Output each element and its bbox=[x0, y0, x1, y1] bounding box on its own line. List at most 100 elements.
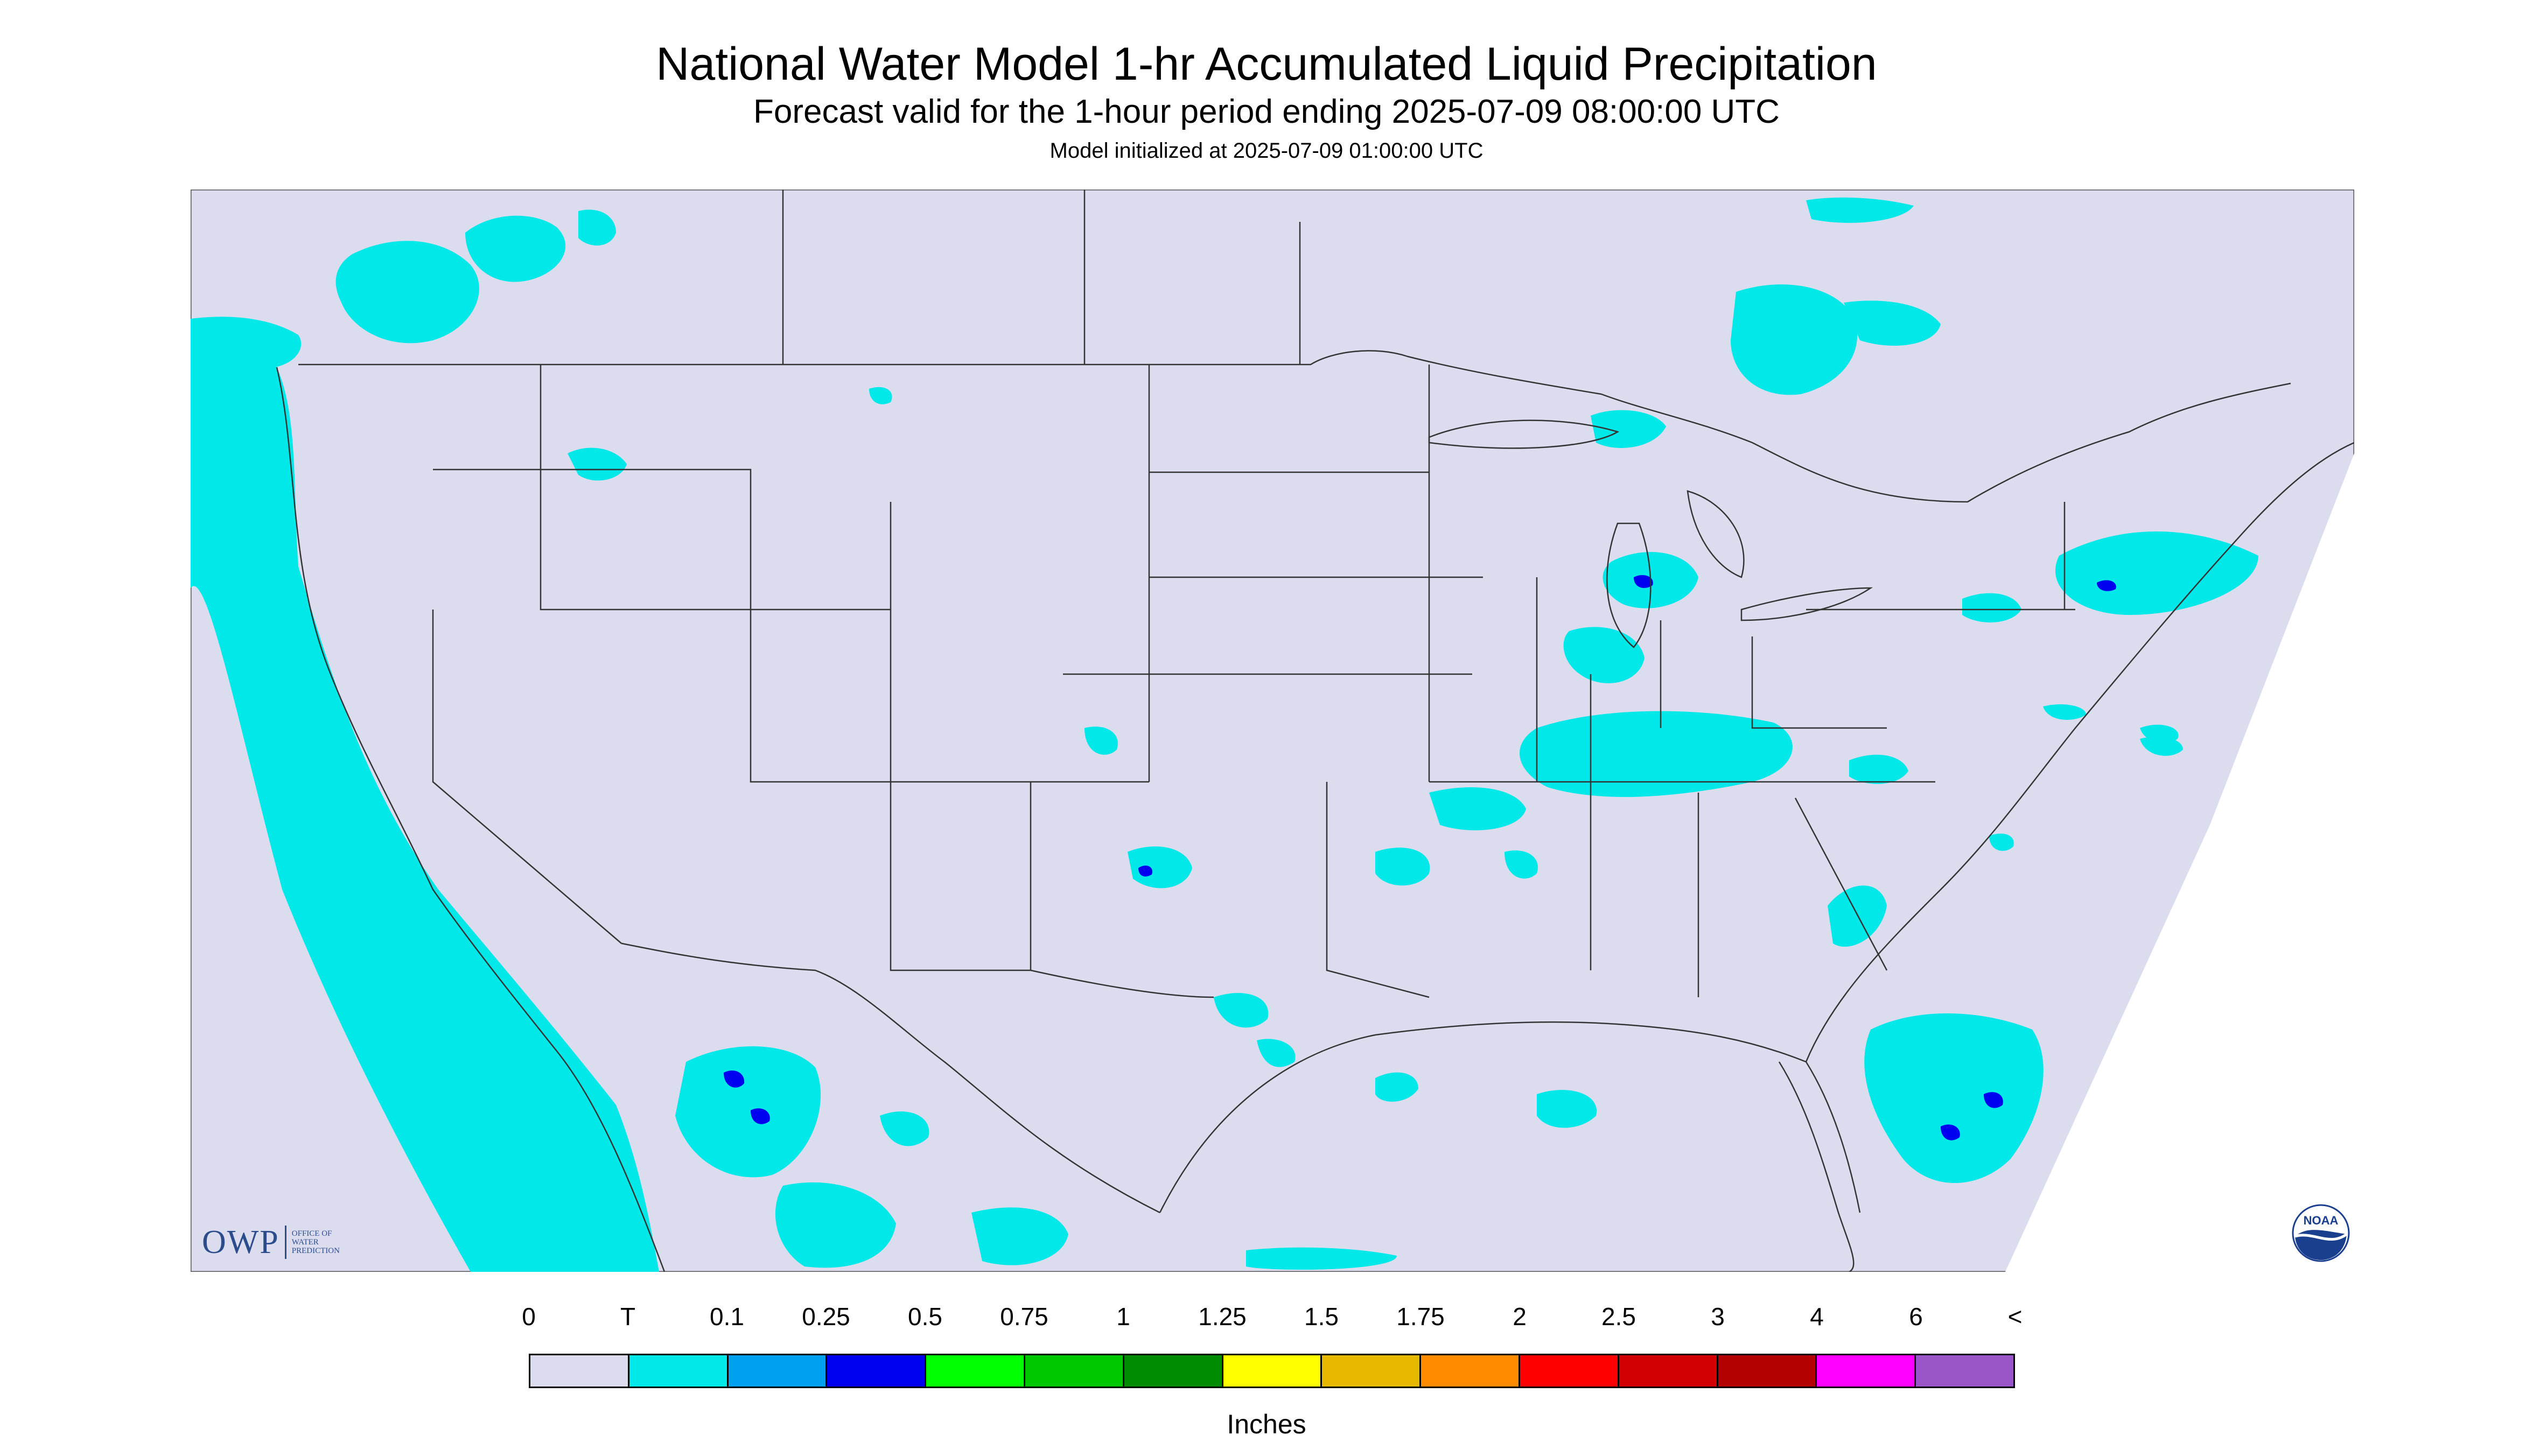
precip-area bbox=[775, 1182, 896, 1268]
legend-swatch bbox=[530, 1355, 629, 1387]
precip-area bbox=[1257, 1039, 1296, 1067]
lake-erie bbox=[1740, 587, 1873, 621]
precip-area bbox=[2043, 704, 2086, 720]
legend-tick-label: 0 bbox=[522, 1303, 536, 1331]
boundary-lines bbox=[276, 190, 2354, 1272]
state-line bbox=[890, 782, 1214, 998]
precip-area bbox=[1375, 1072, 1418, 1102]
legend-tick-label: 1.75 bbox=[1396, 1303, 1445, 1331]
legend-tick-label: 1 bbox=[1116, 1303, 1130, 1331]
svg-text:NOAA: NOAA bbox=[2304, 1214, 2339, 1227]
legend-swatch bbox=[1619, 1355, 1718, 1387]
owp-logo: OWP OFFICE OF WATER PREDICTION bbox=[202, 1223, 340, 1261]
precip-area bbox=[335, 241, 479, 344]
precipitation-map bbox=[191, 190, 2354, 1272]
map-canvas bbox=[191, 190, 2354, 1272]
precip-area bbox=[2055, 531, 2258, 615]
precip-area bbox=[751, 1108, 770, 1124]
legend-tick-label: 2.5 bbox=[1601, 1303, 1636, 1331]
legend-tick-label: 3 bbox=[1711, 1303, 1725, 1331]
precip-area bbox=[1591, 410, 1666, 448]
legend-swatch bbox=[1025, 1355, 1124, 1387]
precip-area bbox=[1989, 834, 2014, 851]
model-init-time: Model initialized at 2025-07-09 01:00:00… bbox=[1049, 139, 1484, 163]
state-line bbox=[750, 636, 1149, 783]
legend-tick-label: 0.1 bbox=[710, 1303, 744, 1331]
legend-swatch bbox=[728, 1355, 828, 1387]
off-domain-right bbox=[2005, 453, 2354, 1272]
state-line bbox=[432, 610, 622, 944]
precip-area bbox=[465, 215, 566, 282]
legend-tick-label: < bbox=[2007, 1303, 2023, 1331]
state-line bbox=[540, 365, 891, 611]
noaa-logo-icon: NOAA bbox=[2292, 1204, 2350, 1262]
precip-area bbox=[2140, 724, 2179, 744]
precip-area bbox=[1731, 284, 1858, 395]
precip-area bbox=[869, 387, 892, 404]
state-line bbox=[1794, 797, 1888, 971]
west-coast bbox=[276, 367, 666, 1272]
precip-area bbox=[1962, 593, 2021, 622]
precip-area bbox=[724, 1070, 745, 1088]
owp-logo-subtext: OFFICE OF WATER PREDICTION bbox=[291, 1229, 340, 1255]
precip-area bbox=[191, 346, 659, 1272]
legend-tick-label: T bbox=[620, 1303, 636, 1331]
legend-tick-label: 0.5 bbox=[908, 1303, 942, 1331]
legend-swatch bbox=[1718, 1355, 1817, 1387]
legend-swatch bbox=[1520, 1355, 1619, 1387]
precip-area bbox=[1214, 993, 1269, 1028]
legend-swatch bbox=[1421, 1355, 1520, 1387]
precip-area bbox=[1138, 865, 1152, 877]
legend-tick-label: 4 bbox=[1810, 1303, 1824, 1331]
legend-swatch bbox=[827, 1355, 927, 1387]
precip-area bbox=[1246, 1247, 1397, 1270]
precip-area bbox=[1941, 1124, 1960, 1140]
legend-swatch bbox=[1817, 1355, 1916, 1387]
legend-tick-label: 0.75 bbox=[1000, 1303, 1048, 1331]
state-line bbox=[433, 468, 752, 636]
legend-tick-label: 2 bbox=[1513, 1303, 1527, 1331]
map-title: National Water Model 1-hr Accumulated Li… bbox=[656, 38, 1877, 90]
state-line bbox=[1751, 636, 1887, 729]
precip-area bbox=[1806, 197, 1914, 223]
precip-area bbox=[1844, 300, 1941, 346]
map-subtitle: Forecast valid for the 1-hour period end… bbox=[753, 93, 1780, 130]
precip-area bbox=[971, 1207, 1068, 1265]
precip-area bbox=[1505, 850, 1538, 879]
gulf-coast bbox=[1159, 1021, 1861, 1213]
florida bbox=[1778, 1061, 1855, 1272]
legend-swatch bbox=[1223, 1355, 1323, 1387]
precip-area bbox=[1864, 1013, 2044, 1183]
precip-area bbox=[1634, 575, 1653, 588]
legend-swatch bbox=[1322, 1355, 1422, 1387]
precip-area bbox=[1519, 711, 1793, 797]
mexico-border bbox=[621, 942, 1160, 1214]
legend-swatch bbox=[926, 1355, 1025, 1387]
legend-tick-label: 0.25 bbox=[802, 1303, 850, 1331]
lake-superior bbox=[1428, 419, 1620, 449]
legend-swatch bbox=[1916, 1355, 2013, 1387]
precip-area bbox=[1563, 627, 1645, 683]
owp-logo-divider bbox=[284, 1226, 286, 1259]
canada-us-border bbox=[298, 350, 2291, 503]
precip-area bbox=[1429, 787, 1526, 830]
legend-swatch bbox=[1124, 1355, 1223, 1387]
precip-area bbox=[1537, 1090, 1597, 1128]
precip-area bbox=[880, 1111, 929, 1146]
legend-tick-label: 1.5 bbox=[1304, 1303, 1339, 1331]
legend-colorbar bbox=[529, 1354, 2015, 1388]
precip-area bbox=[568, 447, 627, 481]
precip-area bbox=[1828, 885, 1887, 947]
precip-area bbox=[1375, 848, 1430, 886]
precip-area bbox=[1084, 726, 1118, 755]
lake-michigan bbox=[1606, 522, 1652, 648]
precip-area bbox=[675, 1046, 821, 1178]
legend-tick-label: 6 bbox=[1909, 1303, 1923, 1331]
precip-area bbox=[191, 317, 302, 368]
precip-area bbox=[2097, 580, 2116, 591]
legend-tick-label: 1.25 bbox=[1198, 1303, 1247, 1331]
legend-swatch bbox=[629, 1355, 729, 1387]
precip-area bbox=[1984, 1092, 2003, 1108]
legend-units: Inches bbox=[1227, 1409, 1306, 1439]
precip-area bbox=[1849, 754, 1908, 784]
